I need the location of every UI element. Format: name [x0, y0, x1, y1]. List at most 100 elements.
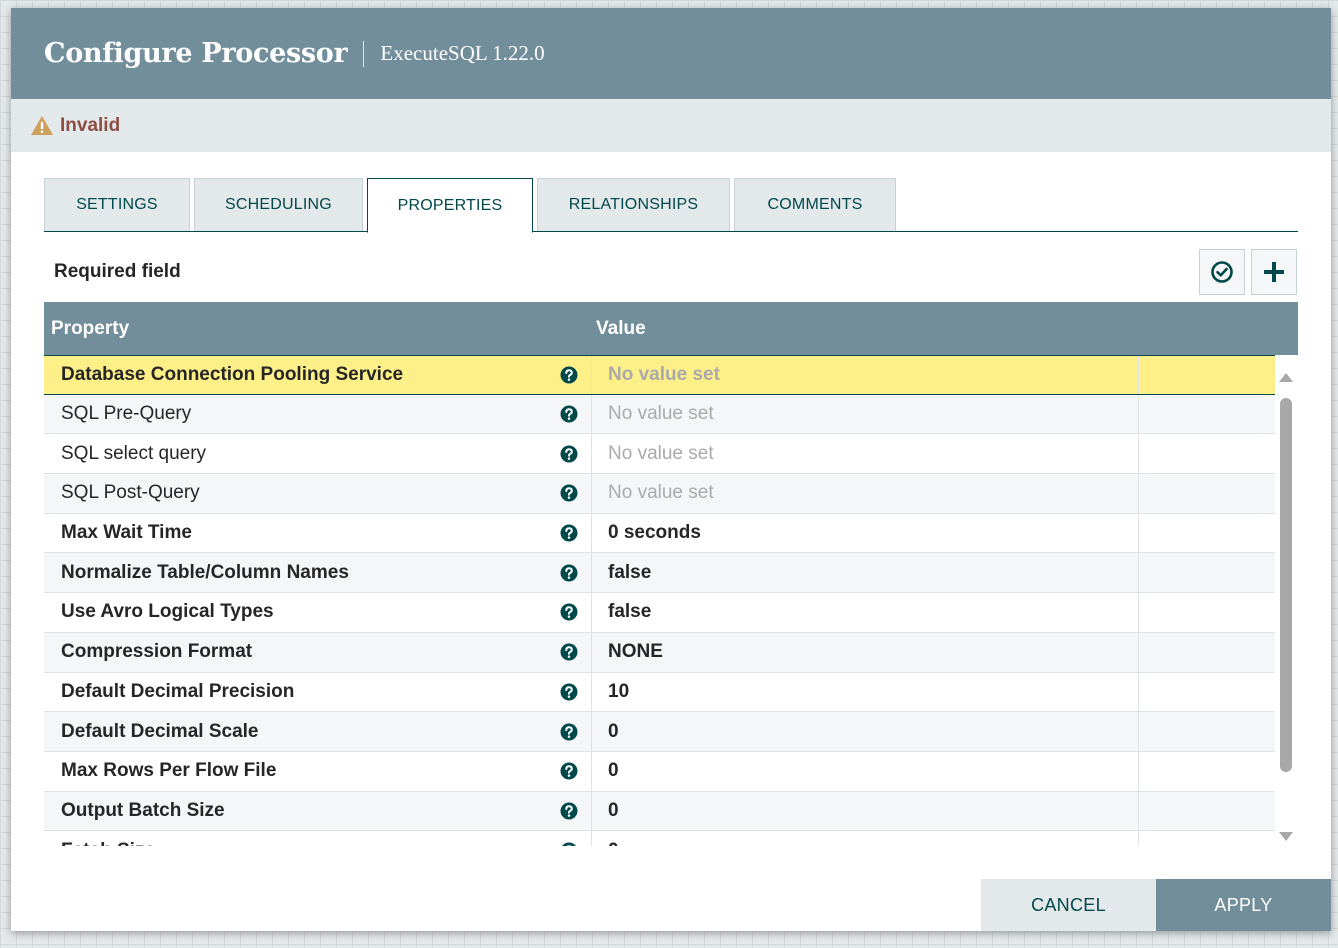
- column-divider: [1138, 553, 1139, 593]
- validation-status-bar: Invalid: [11, 99, 1331, 152]
- column-divider: [1138, 513, 1139, 553]
- dialog-title: Configure Processor: [44, 38, 348, 69]
- property-value[interactable]: No value set: [608, 363, 720, 385]
- property-name: SQL Pre-Query: [61, 403, 192, 425]
- tab-settings[interactable]: SETTINGS: [44, 178, 190, 231]
- table-header: Property Value: [44, 302, 1298, 355]
- column-divider: [591, 513, 592, 553]
- tab-bar: SETTINGS SCHEDULING PROPERTIES RELATIONS…: [44, 178, 1298, 233]
- plus-icon: [1264, 262, 1284, 282]
- title-separator: [363, 40, 365, 67]
- help-icon[interactable]: [560, 762, 578, 780]
- help-icon[interactable]: [560, 405, 578, 423]
- column-divider: [1138, 672, 1139, 712]
- table-row[interactable]: Default Decimal Scale 0: [44, 712, 1275, 752]
- property-name: Default Decimal Precision: [61, 680, 295, 702]
- help-icon[interactable]: [560, 524, 578, 542]
- table-row[interactable]: SQL Post-Query No value set: [44, 474, 1275, 514]
- column-divider: [591, 434, 592, 474]
- add-property-button[interactable]: [1251, 249, 1297, 295]
- table-row[interactable]: Default Decimal Precision 10: [44, 672, 1275, 713]
- cancel-button[interactable]: CANCEL: [981, 879, 1156, 931]
- column-divider: [591, 791, 592, 831]
- property-name: SQL select query: [61, 442, 207, 464]
- help-icon[interactable]: [560, 643, 578, 661]
- table-row[interactable]: Output Batch Size 0: [44, 791, 1275, 832]
- help-icon[interactable]: [560, 723, 578, 741]
- column-divider: [1138, 356, 1139, 394]
- property-name: Max Rows Per Flow File: [61, 760, 277, 782]
- tab-label: SCHEDULING: [225, 196, 332, 213]
- table-row[interactable]: Normalize Table/Column Names false: [44, 553, 1275, 594]
- dialog-subtitle: ExecuteSQL 1.22.0: [380, 41, 545, 65]
- help-icon[interactable]: [560, 484, 578, 502]
- property-value[interactable]: false: [608, 601, 652, 623]
- property-value[interactable]: No value set: [608, 442, 714, 464]
- dialog-header: Configure Processor ExecuteSQL 1.22.0: [11, 8, 1331, 99]
- table-body: Database Connection Pooling Service No va…: [44, 355, 1298, 846]
- property-value[interactable]: 0: [608, 799, 619, 821]
- property-value[interactable]: 0: [608, 760, 619, 782]
- property-name: Default Decimal Scale: [61, 720, 259, 742]
- column-divider: [591, 394, 592, 434]
- property-value[interactable]: false: [608, 561, 652, 583]
- table-scrollbar[interactable]: [1275, 363, 1297, 846]
- scroll-down-arrow-icon[interactable]: [1279, 832, 1293, 841]
- column-divider: [591, 751, 592, 791]
- column-divider: [591, 712, 592, 751]
- tab-label: COMMENTS: [767, 196, 863, 213]
- help-icon[interactable]: [560, 802, 578, 820]
- tab-properties[interactable]: PROPERTIES: [367, 178, 533, 233]
- warning-icon: [31, 115, 53, 135]
- help-icon[interactable]: [560, 366, 578, 384]
- property-value[interactable]: 0: [608, 840, 619, 846]
- help-icon[interactable]: [560, 842, 578, 846]
- check-circle-icon: [1211, 261, 1233, 283]
- property-value[interactable]: 0: [608, 720, 619, 742]
- help-icon[interactable]: [560, 603, 578, 621]
- column-header-value[interactable]: Value: [596, 317, 646, 339]
- table-row[interactable]: Compression Format NONE: [44, 632, 1275, 673]
- property-name: Max Wait Time: [61, 522, 192, 544]
- property-name: SQL Post-Query: [61, 482, 200, 504]
- column-divider: [591, 474, 592, 513]
- property-value[interactable]: No value set: [608, 403, 714, 425]
- property-value[interactable]: NONE: [608, 641, 663, 663]
- property-name: Fetch Size: [61, 840, 155, 846]
- property-value[interactable]: No value set: [608, 482, 714, 504]
- tab-comments[interactable]: COMMENTS: [734, 178, 896, 231]
- property-name: Use Avro Logical Types: [61, 601, 274, 623]
- table-row[interactable]: SQL Pre-Query No value set: [44, 394, 1275, 435]
- column-divider: [1138, 593, 1139, 632]
- table-row[interactable]: Max Rows Per Flow File 0: [44, 751, 1275, 792]
- table-row[interactable]: Database Connection Pooling Service No va…: [44, 355, 1275, 395]
- help-icon[interactable]: [560, 445, 578, 463]
- tab-relationships[interactable]: RELATIONSHIPS: [537, 178, 730, 231]
- table-row[interactable]: Max Wait Time 0 seconds: [44, 513, 1275, 554]
- column-divider: [1138, 751, 1139, 791]
- help-icon[interactable]: [560, 564, 578, 582]
- verify-properties-button[interactable]: [1199, 249, 1245, 295]
- help-icon[interactable]: [560, 683, 578, 701]
- column-divider: [591, 593, 592, 632]
- property-name: Compression Format: [61, 641, 253, 663]
- table-row[interactable]: Fetch Size 0: [44, 831, 1275, 846]
- column-divider: [1138, 474, 1139, 513]
- property-value[interactable]: 0 seconds: [608, 522, 701, 544]
- status-text: Invalid: [60, 114, 121, 136]
- tab-scheduling[interactable]: SCHEDULING: [194, 178, 363, 231]
- column-divider: [591, 672, 592, 712]
- scroll-thumb[interactable]: [1280, 398, 1292, 772]
- tab-label: PROPERTIES: [397, 196, 503, 214]
- column-divider: [1138, 394, 1139, 434]
- column-header-property[interactable]: Property: [51, 317, 130, 339]
- apply-button[interactable]: APPLY: [1156, 879, 1331, 931]
- table-row[interactable]: Use Avro Logical Types false: [44, 593, 1275, 633]
- configure-processor-dialog: Configure Processor ExecuteSQL 1.22.0 In…: [11, 8, 1331, 931]
- property-value[interactable]: 10: [608, 680, 630, 702]
- table-row[interactable]: SQL select query No value set: [44, 434, 1275, 475]
- scroll-up-arrow-icon[interactable]: [1279, 373, 1293, 382]
- column-divider: [1138, 632, 1139, 672]
- tab-label: SETTINGS: [76, 196, 158, 213]
- property-name: Output Batch Size: [61, 799, 225, 821]
